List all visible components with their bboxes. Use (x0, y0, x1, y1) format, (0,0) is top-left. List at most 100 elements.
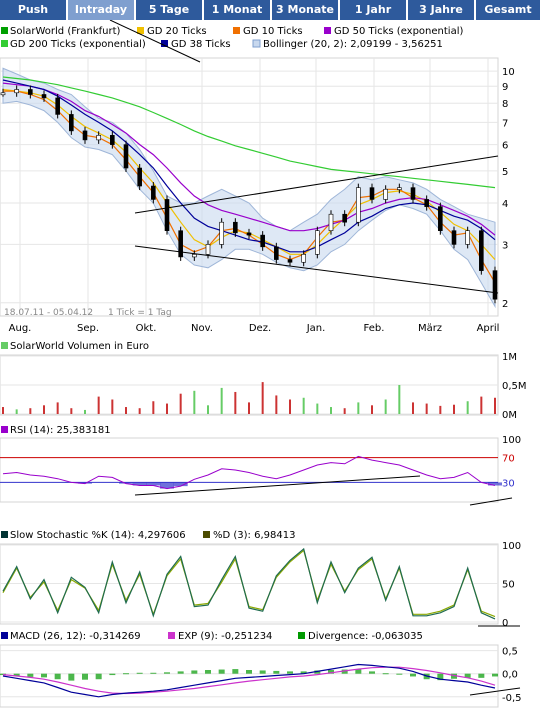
tab-gesamt[interactable]: Gesamt (476, 0, 540, 20)
legend-swatch-gd20 (137, 27, 144, 34)
tab-3-monate[interactable]: 3 Monate (272, 0, 338, 20)
macd-divergence-bar (164, 672, 170, 674)
macd-divergence-bar (287, 671, 293, 674)
price-y-tick: 10 (502, 67, 515, 78)
macd-divergence-bar (109, 673, 116, 676)
rsi-y-axis: 30 70 100 (502, 435, 521, 489)
macd-divergence-bar (396, 673, 403, 675)
candle-body (410, 187, 416, 200)
x-axis-label: Aug. (9, 323, 32, 334)
candle-body (301, 254, 306, 263)
macd-divergence-bar (41, 673, 47, 678)
price-panel (0, 57, 499, 317)
macd-divergence-bar (205, 670, 211, 674)
candle-body (492, 270, 498, 300)
candle-body (41, 94, 47, 99)
candle-body (397, 187, 402, 190)
volume-bar (289, 399, 291, 414)
rsi-oversold-fill (173, 482, 188, 487)
volume-bar (70, 408, 73, 414)
legend-label-gd10: GD 10 Ticks (243, 26, 303, 37)
macd-exp-line (2, 666, 496, 695)
volume-legend: SolarWorld Volumen in Euro (1, 341, 149, 352)
macd-divergence-bar (123, 673, 129, 675)
volume-bar (494, 397, 496, 414)
macd-y-tick: 0,0 (502, 670, 518, 681)
candle-body (14, 89, 19, 94)
macd-divergence-bar (0, 673, 6, 676)
rsi-legend: RSI (14): 25,383181 (1, 425, 111, 436)
volume-bar (56, 402, 59, 414)
macd-divergence-bar (382, 673, 389, 675)
candle-body (55, 97, 60, 115)
stochastic-grid (0, 544, 498, 623)
rsi-oversold-fill (160, 482, 174, 489)
tab-5-tage[interactable]: 5 Tage (136, 0, 202, 20)
macd-divergence-bar (437, 673, 444, 681)
macd-divergence-bar (54, 673, 61, 680)
tab-1-monat[interactable]: 1 Monat (204, 0, 270, 20)
rsi-series (2, 455, 502, 490)
legend-swatch-gd10 (233, 27, 240, 34)
stochastic-y-tick: 100 (502, 541, 521, 552)
macd-y-axis: -0,5 0,0 0,5 (502, 647, 522, 704)
macd-divergence-bar (451, 673, 457, 679)
macd-divergence-bar (177, 671, 184, 674)
candle-body (110, 135, 115, 145)
divergence-swatch (298, 632, 305, 639)
tab-push[interactable]: Push (0, 0, 66, 20)
rsi-panel (0, 437, 499, 503)
volume-bar (316, 403, 319, 414)
volume-bar (453, 404, 455, 414)
volume-bar (275, 395, 278, 414)
candle-body (315, 230, 320, 255)
macd-divergence-bar (410, 673, 416, 677)
x-axis-label: Nov. (191, 323, 213, 334)
candle-body (438, 206, 443, 231)
macd-divergence-bar (27, 673, 34, 677)
candle-body (465, 230, 470, 245)
macd-title: MACD (26, 12): -0,314269 (10, 631, 141, 642)
volume-bar (425, 403, 428, 414)
volume-bar (84, 409, 86, 414)
x-axis-labels: Aug. Sep. Okt. Nov. Dez. Jan. Feb. März April (9, 323, 500, 334)
gd200-line (2, 76, 496, 189)
stoch-d-swatch (203, 531, 210, 538)
x-axis-label: Okt. (136, 323, 157, 334)
volume-y-tick: 0M (502, 410, 517, 421)
price-y-tick: 6 (502, 141, 508, 152)
rsi-trendline-1 (134, 475, 421, 496)
macd-divergence-bar (355, 669, 362, 674)
candle-body (451, 230, 457, 245)
candle-body (342, 213, 347, 223)
x-axis-label: Feb. (364, 323, 385, 334)
price-grid (0, 58, 498, 316)
macd-line (2, 663, 496, 698)
volume-bar (371, 405, 373, 414)
trendline-upper-channel (134, 155, 499, 214)
macd-divergence-bar (369, 671, 375, 674)
candle-body (219, 221, 224, 245)
legend-label-main: SolarWorld (Frankfurt) (10, 26, 121, 37)
candle-body (192, 254, 197, 258)
rsi-y-tick: 100 (502, 435, 521, 446)
macd-divergence-bar (82, 673, 88, 680)
candle-body (274, 246, 279, 260)
macd-series (2, 663, 496, 698)
tab-1-jahr[interactable]: 1 Jahr (340, 0, 406, 20)
macd-divergence-bar (492, 673, 498, 677)
stochastic-y-tick: 50 (502, 580, 515, 591)
volume-bar (261, 382, 264, 414)
tick-note: 1 Tick = 1 Tag (108, 308, 172, 318)
macd-divergence-bar (218, 669, 225, 674)
macd-divergence-bar (68, 673, 75, 681)
price-y-tick: 8 (502, 99, 508, 110)
tab-3-jahre[interactable]: 3 Jahre (408, 0, 474, 20)
stochastic-y-tick: 0 (502, 618, 508, 629)
volume-bar (97, 396, 100, 414)
x-axis-label: Sep. (77, 323, 99, 334)
price-y-axis: 2 3 4 5 6 7 8 9 10 (502, 67, 515, 310)
tab-intraday[interactable]: Intraday (68, 0, 134, 20)
candle-body (28, 89, 33, 95)
candle-body (0, 92, 6, 96)
